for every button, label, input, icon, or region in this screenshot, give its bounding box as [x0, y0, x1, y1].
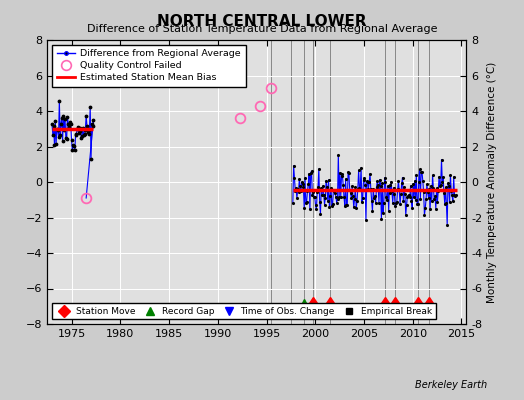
Legend: Station Move, Record Gap, Time of Obs. Change, Empirical Break: Station Move, Record Gap, Time of Obs. C…: [52, 303, 435, 320]
Text: Difference of Station Temperature Data from Regional Average: Difference of Station Temperature Data f…: [87, 24, 437, 34]
Y-axis label: Monthly Temperature Anomaly Difference (°C): Monthly Temperature Anomaly Difference (…: [486, 61, 497, 303]
Text: Berkeley Earth: Berkeley Earth: [415, 380, 487, 390]
Text: NORTH CENTRAL LOWER: NORTH CENTRAL LOWER: [157, 14, 367, 29]
